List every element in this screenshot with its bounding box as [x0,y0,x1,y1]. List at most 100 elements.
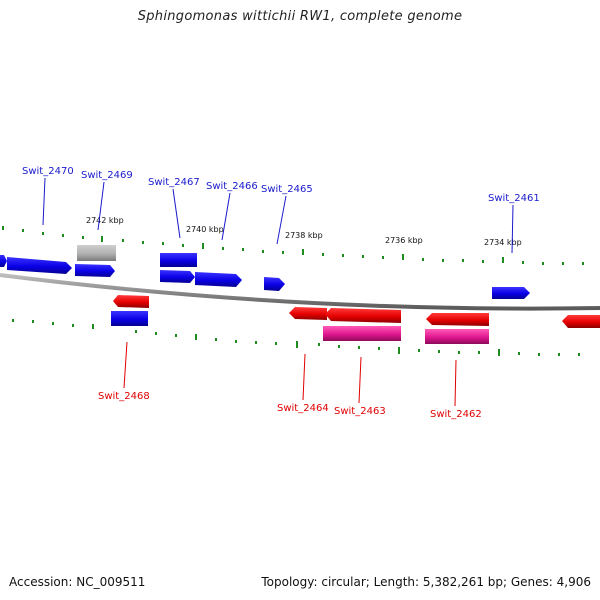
forward-gene-labels: Swit_2470 Swit_2469 Swit_2467 Swit_2466 … [22,166,540,204]
genome-summary-text: Topology: circular; Length: 5,382,261 bp… [261,575,591,589]
tick-mark [522,261,524,264]
tick-mark [122,239,124,242]
tick-mark [296,341,298,348]
tick-marks-forward [2,226,584,265]
tick-mark [382,256,384,259]
tick-mark [578,353,580,356]
tick-mark [182,244,184,247]
tick-mark [462,259,464,262]
tick-mark [202,243,204,249]
leader-line [123,341,128,389]
gene-arrow-reverse[interactable] [562,315,600,328]
leader-line [511,204,514,254]
tick-mark [235,340,237,343]
tick-mark [22,229,24,232]
gene-arrow-swit-2468[interactable] [111,311,148,326]
tick-mark [32,320,34,323]
leader-line [42,177,46,226]
tick-mark [562,262,564,265]
leader-line [276,195,287,245]
tick-mark [502,257,504,263]
tick-mark [358,346,360,349]
tick-mark [162,242,164,245]
gene-arrow-swit-2467-upper[interactable] [160,253,197,267]
gene-arrow-forward[interactable] [75,264,115,277]
tick-mark [482,260,484,263]
gene-arrow-swit-2464[interactable] [289,307,327,320]
tick-mark [12,319,14,322]
gene-label[interactable]: Swit_2463 [334,406,386,417]
gene-label[interactable]: Swit_2461 [488,193,540,204]
leader-line [454,359,457,407]
tick-mark [275,342,277,345]
tick-mark [101,236,103,242]
leader-line [358,356,362,404]
gene-label[interactable]: Swit_2470 [22,166,74,177]
gene-arrow-forward[interactable] [0,255,7,267]
tick-mark [242,248,244,251]
tick-mark [72,324,74,327]
kbp-label: 2734 kbp [484,238,522,247]
leader-line [302,353,306,401]
gene-label[interactable]: Swit_2466 [206,181,258,192]
gene-pseudo-swit-2469[interactable] [77,245,116,261]
kbp-label: 2740 kbp [186,225,224,234]
kbp-label: 2736 kbp [385,236,423,245]
tick-mark [362,255,364,258]
tick-mark [42,232,44,235]
gene-arrow-swit-2461[interactable] [492,287,530,299]
kbp-label: 2738 kbp [285,231,323,240]
tick-mark [142,241,144,244]
tick-mark [458,351,460,354]
tick-mark [378,347,380,350]
leader-lines [42,177,514,407]
tick-mark [438,350,440,353]
tick-mark [398,347,400,354]
tick-mark [538,353,540,356]
tick-mark [322,253,324,256]
gene-arrow-swit-2466[interactable] [195,272,242,287]
gene-arrow-swit-2465[interactable] [264,277,285,291]
leader-line [172,188,181,239]
gene-label[interactable]: Swit_2467 [148,177,200,188]
reverse-genes [111,295,600,344]
tick-mark [558,353,560,356]
tick-mark [2,226,4,230]
map-title: Sphingomonas wittichii RW1, complete gen… [137,9,463,24]
tick-mark [318,343,320,346]
tick-mark [62,234,64,237]
tick-mark [498,349,500,356]
tick-mark [342,254,344,257]
tick-mark [418,349,420,352]
gene-label[interactable]: Swit_2462 [430,409,482,420]
gene-label[interactable]: Swit_2464 [277,403,329,414]
tick-mark [262,250,264,253]
tick-mark [195,334,197,340]
gene-arrow-reverse[interactable] [426,313,489,326]
leader-line [221,192,231,241]
gene-label[interactable]: Swit_2465 [261,184,313,195]
gene-arrow-reverse[interactable] [325,308,401,323]
tick-mark [518,352,520,355]
tick-mark [282,251,284,254]
tick-mark [82,236,84,239]
gene-rna-swit-2462[interactable] [425,329,489,344]
tick-mark [215,338,217,341]
tick-mark [175,334,177,337]
gene-label[interactable]: Swit_2468 [98,391,150,402]
gene-arrow-forward[interactable] [160,270,195,283]
tick-mark [255,341,257,344]
genome-backbone [0,273,600,311]
kbp-label: 2742 kbp [86,216,124,225]
tick-mark [402,254,404,260]
tick-mark [302,249,304,255]
tick-mark [92,324,94,329]
tick-mark [582,262,584,265]
gene-rna-swit-2463[interactable] [323,326,401,341]
gene-label[interactable]: Swit_2469 [81,170,133,181]
gene-arrow-forward[interactable] [7,257,72,274]
tick-mark [155,332,157,335]
gene-arrow-reverse[interactable] [113,295,149,308]
accession-text: Accession: NC_009511 [9,575,146,589]
